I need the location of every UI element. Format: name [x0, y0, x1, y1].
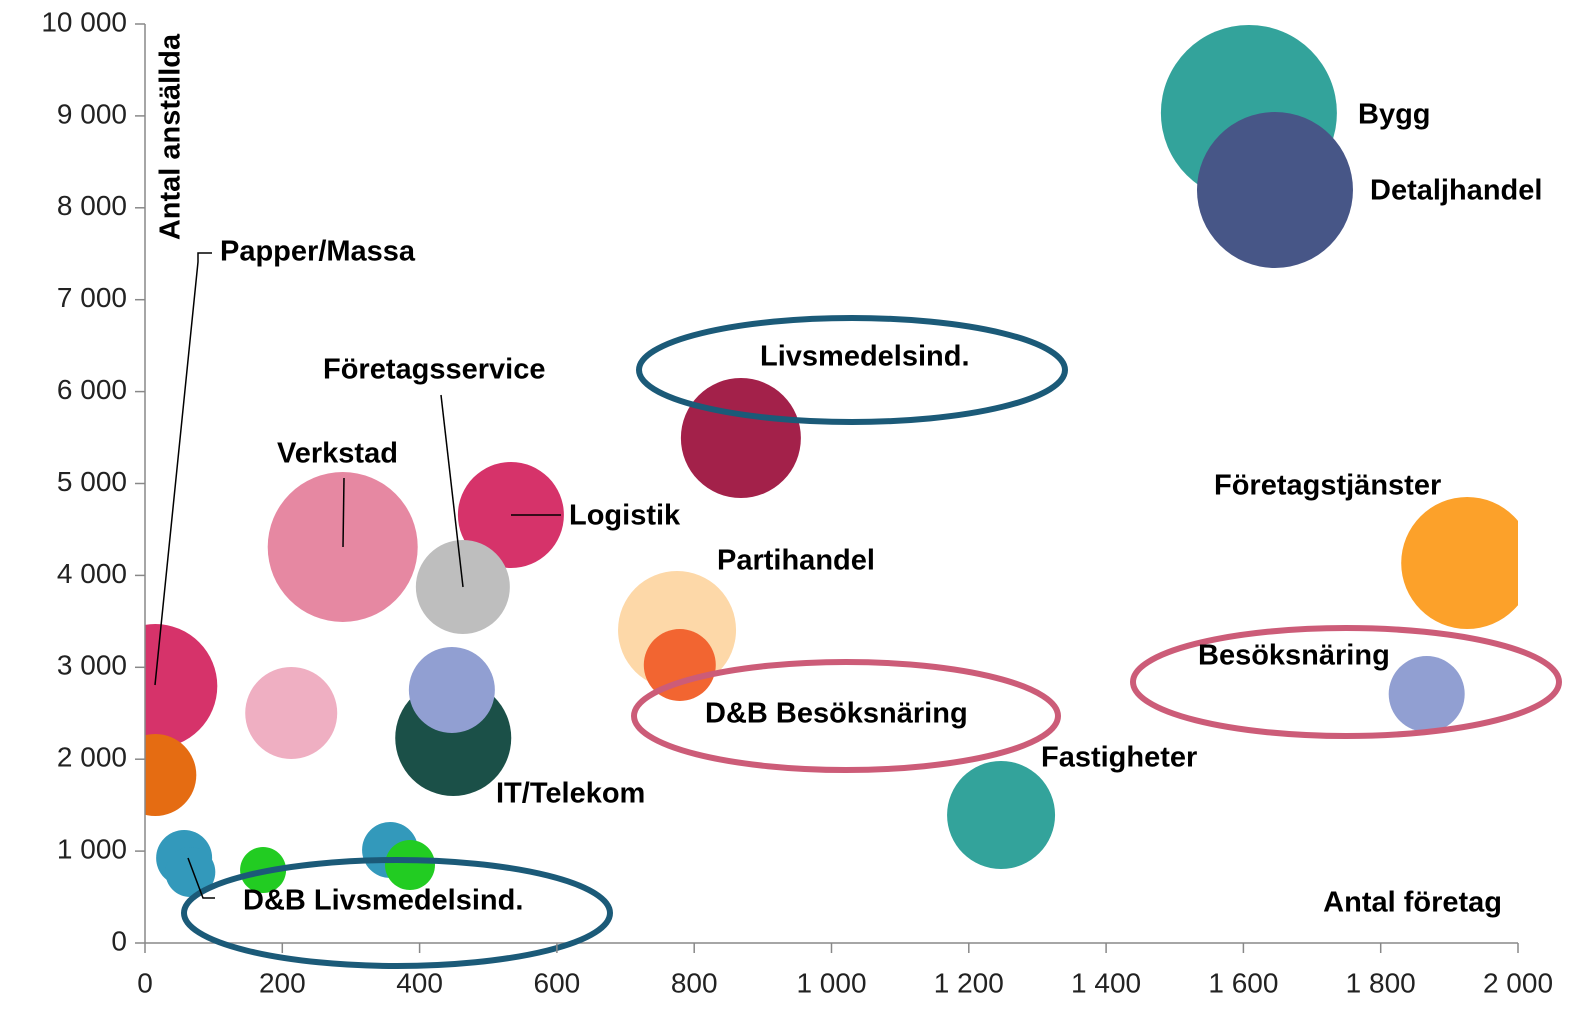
bubble — [457, 462, 564, 569]
y-axis-label: Antal anställda — [155, 33, 187, 240]
bubble — [680, 378, 801, 499]
bubble — [267, 472, 418, 623]
bubble-label: D&B Besöksnäring — [705, 698, 968, 730]
y-tick-label: 0 — [111, 925, 127, 956]
x-axis-label: Antal företag — [1323, 887, 1502, 919]
y-tick-label: 8 000 — [57, 190, 127, 221]
y-tick-label: 3 000 — [57, 650, 127, 681]
x-tick-label: 1 600 — [1208, 967, 1278, 998]
x-tick-label: 1 200 — [934, 967, 1004, 998]
y-tick-label: 6 000 — [57, 374, 127, 405]
bubble — [384, 839, 435, 890]
ellipse — [1130, 625, 1562, 739]
bubble — [643, 629, 716, 702]
bubble-label: Partihandel — [717, 545, 875, 577]
bubble-label: Papper/Massa — [220, 236, 416, 268]
x-tick-label: 1 800 — [1346, 967, 1416, 998]
leader-lines — [154, 252, 561, 899]
ellipse — [631, 659, 1061, 773]
y-tick-label: 9 000 — [57, 98, 127, 129]
bubble-label: Besöksnäring — [1198, 640, 1390, 672]
bubble — [1196, 111, 1353, 268]
bubble — [145, 624, 218, 749]
highlight-ellipses — [181, 315, 1562, 969]
leader-line — [154, 252, 212, 686]
plot-area — [145, 24, 1518, 898]
bubble — [1388, 656, 1465, 733]
bubble — [947, 760, 1056, 869]
bubble — [1401, 497, 1518, 629]
y-tick-label: 10 000 — [41, 6, 127, 37]
bubble-label: Detaljhandel — [1370, 175, 1542, 207]
y-tick-label: 2 000 — [57, 742, 127, 773]
y-tick-label: 7 000 — [57, 282, 127, 313]
y-tick-label: 4 000 — [57, 558, 127, 589]
bubble-label: Verkstad — [277, 438, 398, 470]
x-tick-label: 800 — [671, 967, 718, 998]
x-tick-label: 400 — [396, 967, 443, 998]
bubble-label: Livsmedelsind. — [760, 341, 970, 373]
ellipse — [636, 315, 1068, 425]
bubble — [408, 646, 495, 733]
x-tick-label: 600 — [534, 967, 581, 998]
x-tick-label: 200 — [259, 967, 306, 998]
ellipse — [181, 857, 613, 969]
leader-line — [440, 394, 464, 588]
bubble-label: Fastigheter — [1041, 742, 1197, 774]
x-tick-label: 0 — [137, 967, 153, 998]
bubble-label: Bygg — [1358, 99, 1431, 131]
y-tick-label: 5 000 — [57, 466, 127, 497]
bubble — [145, 734, 197, 816]
bubble-label: Företagsservice — [323, 354, 545, 386]
y-tick-label: 1 000 — [57, 833, 127, 864]
x-tick-label: 1 400 — [1071, 967, 1141, 998]
bubble-label: Logistik — [569, 500, 681, 532]
bubble — [165, 847, 216, 898]
leader-line — [342, 477, 345, 548]
bubble-label: D&B Livsmedelsind. — [243, 885, 523, 917]
x-tick-label: 1 000 — [796, 967, 866, 998]
leader-line — [187, 857, 215, 899]
bubble-label: Företagstjänster — [1214, 470, 1441, 502]
bubble-label: IT/Telekom — [496, 778, 645, 810]
bubble — [245, 666, 338, 759]
x-tick-label: 2 000 — [1483, 967, 1553, 998]
